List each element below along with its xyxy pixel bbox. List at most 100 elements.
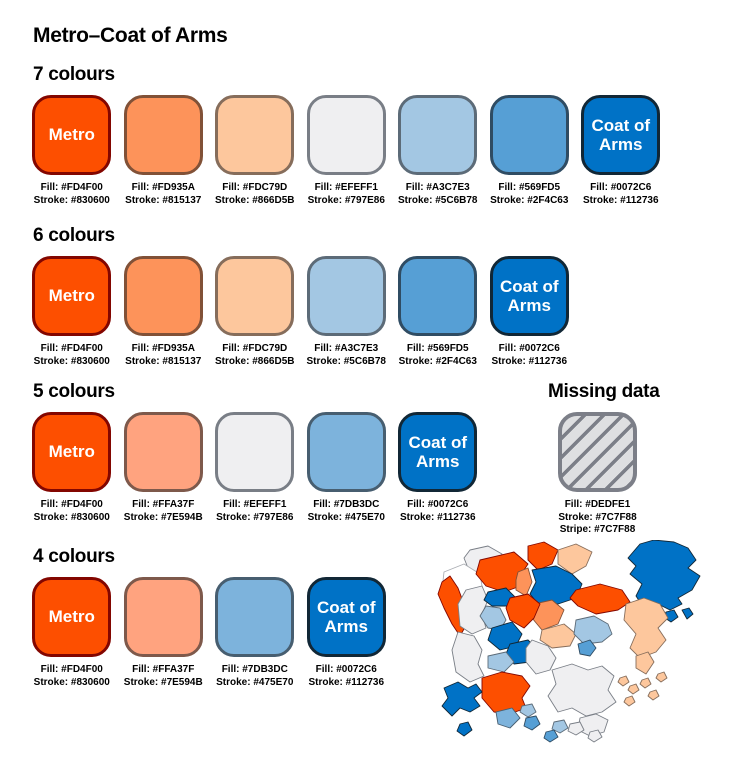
map-island xyxy=(567,721,585,736)
swatch-label: Coat of Arms xyxy=(591,115,651,154)
swatch-cell: Fill: #FD935A Stroke: #815137 xyxy=(118,256,210,368)
fill-caption: Fill: #FFA37F xyxy=(132,664,195,675)
swatch-caption: Fill: #FD935A Stroke: #815137 xyxy=(125,343,201,368)
swatch-cell: Fill: #A3C7E3 Stroke: #5C6B78 xyxy=(392,95,484,207)
fill-caption: Fill: #EFEFF1 xyxy=(223,499,287,510)
map-region xyxy=(451,631,485,683)
color-swatch: Coat of Arms xyxy=(398,412,478,492)
map-island xyxy=(543,729,559,743)
map-island xyxy=(551,719,569,734)
missing-data-swatch xyxy=(558,412,637,492)
color-swatch: Metro xyxy=(32,256,112,336)
map-region xyxy=(577,639,597,657)
swatch-cell: Metro Fill: #FD4F00 Stroke: #830600 xyxy=(26,412,118,524)
fill-caption: Fill: #FD4F00 xyxy=(40,664,103,675)
section-missing-data: Missing data Fill: #DEDFE1 Stroke: #7C7F… xyxy=(548,381,718,537)
swatch-caption: Fill: #FDC79D Stroke: #866D5B xyxy=(215,182,294,207)
stroke-caption: Stroke: #112736 xyxy=(491,355,568,367)
swatch-label: Coat of Arms xyxy=(316,597,376,636)
map-island xyxy=(587,729,603,743)
stroke-caption: Stroke: #830600 xyxy=(33,511,110,523)
section-4-colours: 4 colours Metro Fill: #FD4F00 Stroke: #83… xyxy=(26,546,392,689)
swatch-row: Metro Fill: #FD4F00 Stroke: #830600 Fill:… xyxy=(26,577,392,689)
stroke-caption: Stroke: #7C7F88 xyxy=(558,511,637,523)
map-region xyxy=(481,671,531,715)
fill-caption: Fill: #0072C6 xyxy=(315,664,377,675)
fill-caption: Fill: #0072C6 xyxy=(498,343,560,354)
map-region xyxy=(529,565,583,607)
color-swatch: Coat of Arms xyxy=(306,577,386,657)
fill-caption: Fill: #FD935A xyxy=(131,343,195,354)
fill-caption: Fill: #FDC79D xyxy=(222,343,288,354)
page-title: Metro–Coat of Arms xyxy=(33,24,228,47)
map-region xyxy=(525,639,557,675)
swatch-caption: Fill: #FD935A Stroke: #815137 xyxy=(125,182,201,207)
swatch-cell: Fill: #FDC79D Stroke: #866D5B xyxy=(209,95,301,207)
color-swatch: Metro xyxy=(32,95,112,175)
fill-caption: Fill: #569FD5 xyxy=(406,343,469,354)
map-region xyxy=(573,615,613,645)
fill-caption: Fill: #7DB3DC xyxy=(313,499,380,510)
color-swatch xyxy=(123,577,203,657)
swatch-cell: Fill: #EFEFF1 Stroke: #797E86 xyxy=(301,95,393,207)
stroke-caption: Stroke: #7E594B xyxy=(123,676,203,688)
swatch-label: Metro xyxy=(48,125,95,145)
swatch-cell: Fill: #A3C7E3 Stroke: #5C6B78 xyxy=(301,256,393,368)
fill-caption: Fill: #0072C6 xyxy=(590,182,652,193)
swatch-caption: Fill: #0072C6 Stroke: #112736 xyxy=(583,182,659,207)
swatch-cell: Coat of Arms Fill: #0072C6 Stroke: #11273… xyxy=(392,412,484,524)
fill-caption: Fill: #FD935A xyxy=(131,182,195,193)
swatch-label: Coat of Arms xyxy=(408,432,468,471)
map-region xyxy=(457,585,489,635)
map-region xyxy=(539,623,577,649)
map-island xyxy=(519,703,537,718)
color-swatch xyxy=(123,412,203,492)
color-swatch: Coat of Arms xyxy=(581,95,661,175)
section-heading: Missing data xyxy=(548,381,660,402)
swatch-caption: Fill: #FDC79D Stroke: #866D5B xyxy=(215,343,294,368)
section-5-colours: 5 colours Metro Fill: #FD4F00 Stroke: #83… xyxy=(26,381,484,524)
swatch-cell: Fill: #FFA37F Stroke: #7E594B xyxy=(118,577,210,689)
map-region xyxy=(487,651,515,673)
stripe-caption: Stripe: #7C7F88 xyxy=(559,524,636,535)
swatch-label: Coat of Arms xyxy=(499,276,559,315)
stroke-caption: Stroke: #7E594B xyxy=(123,511,203,523)
swatch-cell: Fill: #FD935A Stroke: #815137 xyxy=(118,95,210,207)
map-island xyxy=(647,689,660,701)
color-swatch xyxy=(123,256,203,336)
stroke-caption: Stroke: #5C6B78 xyxy=(306,355,386,367)
swatch-cell: Fill: #569FD5 Stroke: #2F4C63 xyxy=(392,256,484,368)
section-heading: 5 colours xyxy=(33,381,115,402)
map-region xyxy=(495,707,521,729)
map-island xyxy=(627,683,640,695)
map-island xyxy=(655,671,668,683)
map-region xyxy=(623,597,669,659)
region-map xyxy=(437,540,701,743)
fill-caption: Fill: #EFEFF1 xyxy=(314,182,378,193)
swatch-caption: Fill: #FFA37F Stroke: #7E594B xyxy=(124,664,203,689)
stroke-caption: Stroke: #475E70 xyxy=(307,511,385,523)
section-heading: 6 colours xyxy=(33,225,115,246)
map-island xyxy=(623,695,636,707)
swatch-caption: Fill: #0072C6 Stroke: #112736 xyxy=(491,343,567,368)
fill-caption: Fill: #A3C7E3 xyxy=(314,343,379,354)
map-region xyxy=(547,663,617,717)
swatch-cell: Fill: #FFA37F Stroke: #7E594B xyxy=(118,412,210,524)
map-island xyxy=(639,677,652,689)
fill-caption: Fill: #0072C6 xyxy=(407,499,469,510)
swatch-cell: Coat of Arms Fill: #0072C6 Stroke: #11273… xyxy=(484,256,576,368)
section-heading: 7 colours xyxy=(33,64,115,85)
stroke-caption: Stroke: #797E86 xyxy=(307,194,385,206)
swatch-cell: Coat of Arms Fill: #0072C6 Stroke: #11273… xyxy=(301,577,393,689)
swatch-cell: Coat of Arms Fill: #0072C6 Stroke: #11273… xyxy=(575,95,667,207)
swatch-caption: Fill: #A3C7E3 Stroke: #5C6B78 xyxy=(398,182,477,207)
map-island xyxy=(523,715,541,731)
stroke-caption: Stroke: #866D5B xyxy=(215,355,295,367)
swatch-caption: Fill: #FFA37F Stroke: #7E594B xyxy=(124,499,203,524)
swatch-label: Metro xyxy=(48,286,95,306)
swatch-row: Metro Fill: #FD4F00 Stroke: #830600 Fill:… xyxy=(26,412,484,524)
color-swatch xyxy=(215,95,295,175)
swatch-label: Metro xyxy=(48,607,95,627)
swatch-caption: Fill: #0072C6 Stroke: #112736 xyxy=(400,499,476,524)
